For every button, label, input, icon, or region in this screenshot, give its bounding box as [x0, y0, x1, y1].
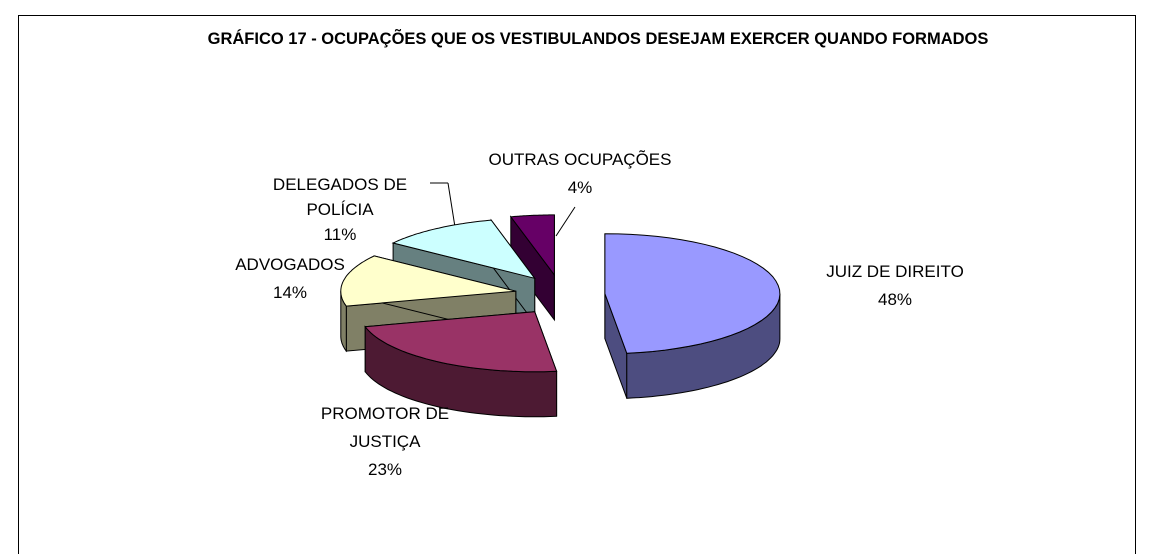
category-label: JUIZ DE DIREITO [826, 262, 964, 281]
leader-line [555, 206, 576, 237]
slice [509, 214, 555, 277]
value-label: 4% [567, 178, 593, 197]
chart-title: GRÁFICO 17 - OCUPAÇÕES QUE OS VESTIBULAN… [207, 30, 989, 48]
category-label: ADVOGADOS [235, 255, 345, 274]
slice-label: JUIZ DE DIREITO 48% [795, 258, 995, 314]
slice [391, 219, 536, 280]
value-label: 14% [272, 283, 308, 302]
frame [18, 15, 1136, 554]
slice-label: OUTRAS OCUPAÇÕES 4% [460, 146, 700, 202]
category-label: PROMOTOR DE JUSTIÇA [320, 404, 450, 451]
slice [340, 255, 516, 307]
category-label: OUTRAS OCUPAÇÕES [488, 150, 672, 169]
slice [364, 311, 558, 373]
value-label: 23% [367, 460, 403, 479]
slice-label: ADVOGADOS 14% [210, 251, 370, 307]
category-label: DELEGADOS DE POLÍCIA [272, 175, 408, 219]
pie [340, 214, 781, 418]
slice-label: DELEGADOS DE POLÍCIA 11% [265, 172, 415, 247]
value-label: 48% [877, 290, 913, 309]
slice [604, 233, 781, 354]
value-label: 11% [323, 225, 357, 244]
slice-label: PROMOTOR DE JUSTIÇA 23% [310, 400, 460, 484]
